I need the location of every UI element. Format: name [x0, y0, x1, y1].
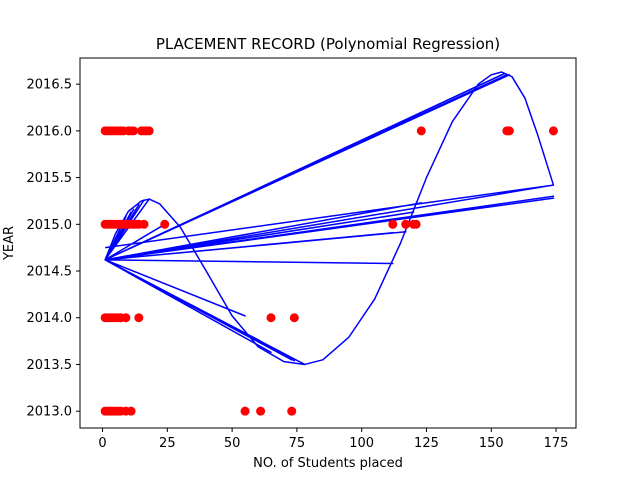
scatter-point: [289, 313, 299, 323]
y-tick-label: 2016.5: [27, 78, 73, 93]
axes-frame: [79, 57, 577, 429]
scatter-point: [411, 219, 421, 229]
chart-title: PLACEMENT RECORD (Polynomial Regression): [156, 35, 500, 53]
scatter-point: [266, 313, 276, 323]
regression-curve: [104, 71, 555, 366]
scatter-point: [129, 126, 139, 136]
scatter-point: [416, 126, 426, 136]
scatter-point: [160, 219, 170, 229]
x-tick-label: 75: [289, 436, 306, 451]
scatter-point: [126, 406, 136, 416]
y-axis-label: YEAR: [2, 226, 17, 261]
y-tick-label: 2015.5: [27, 171, 73, 186]
scatter-point: [504, 126, 514, 136]
scatter-point: [401, 219, 411, 229]
regression-lines: [104, 71, 555, 366]
x-tick-label: 25: [159, 436, 176, 451]
x-tick-label: 0: [98, 436, 106, 451]
y-tick-label: 2013.5: [27, 358, 73, 373]
y-tick-label: 2014.0: [27, 311, 73, 326]
plot-area: [79, 57, 577, 429]
scatter-point: [388, 219, 398, 229]
scatter-point: [287, 406, 297, 416]
x-tick-label: 125: [414, 436, 439, 451]
x-axis: 0 25 50 75 100 125 150 175: [98, 428, 568, 451]
scatter-point: [240, 406, 250, 416]
y-tick-label: 2015.0: [27, 218, 73, 233]
y-axis: 2013.0 2013.5 2014.0 2014.5 2015.0 2015.5 2016…: [27, 78, 80, 420]
y-tick-label: 2016.0: [27, 124, 73, 139]
x-tick-label: 150: [479, 436, 504, 451]
scatter-point: [121, 313, 131, 323]
x-tick-label: 50: [224, 436, 241, 451]
scatter-point: [139, 219, 149, 229]
x-tick-label: 100: [349, 436, 374, 451]
y-tick-label: 2014.5: [27, 265, 73, 280]
scatter-point: [548, 126, 558, 136]
scatter-point: [134, 313, 144, 323]
scatter-points: [100, 126, 558, 416]
scatter-point: [256, 406, 266, 416]
x-tick-label: 175: [544, 436, 569, 451]
y-tick-label: 2013.0: [27, 405, 73, 420]
x-axis-label: NO. of Students placed: [253, 456, 403, 471]
scatter-point: [144, 126, 154, 136]
